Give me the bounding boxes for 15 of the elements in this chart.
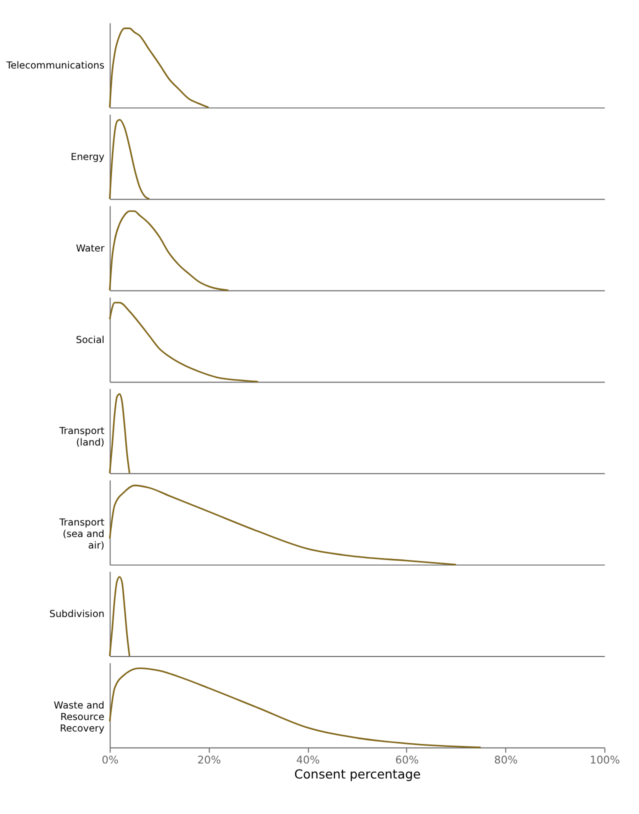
y-axis-title: Waste and Resource Recovery xyxy=(54,700,105,735)
y-axis-title: Energy xyxy=(70,152,105,163)
x-tick-label: 20% xyxy=(197,754,221,766)
y-axis-title: Transport (land) xyxy=(58,426,105,449)
y-axis-title: Water xyxy=(76,243,104,254)
x-axis-title: Consent percentage xyxy=(294,766,422,782)
x-tick-label: 60% xyxy=(395,754,419,766)
y-axis-title: Social xyxy=(76,334,104,346)
y-axis-title: Subdivision xyxy=(49,609,104,620)
y-axis-title: Transport (sea and air) xyxy=(58,518,105,552)
x-tick-label: 80% xyxy=(494,754,518,766)
y-axis-title: Telecommunications xyxy=(5,60,104,72)
x-tick-label: 40% xyxy=(296,754,320,766)
x-tick-label: 0% xyxy=(102,754,119,766)
x-tick-label: 100% xyxy=(590,754,620,766)
